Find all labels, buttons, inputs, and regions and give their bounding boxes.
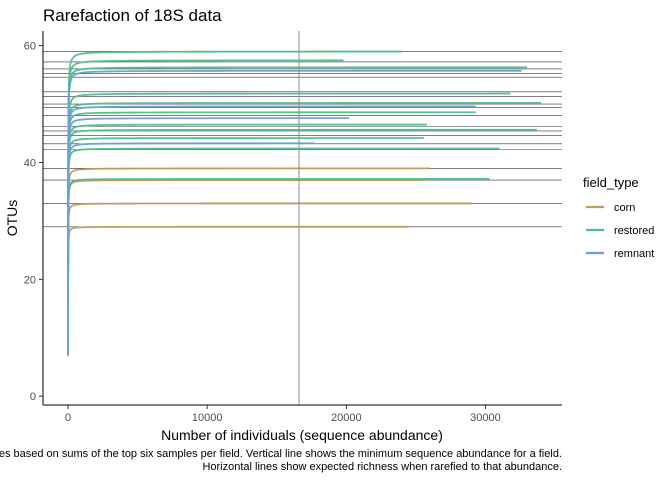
caption-line-1: Curves based on sums of the top six samp…: [0, 448, 562, 460]
curve-restored: [67, 123, 428, 353]
curve-corn: [67, 167, 430, 354]
curve-remnant: [67, 117, 350, 352]
curve-corn: [67, 225, 409, 357]
x-tick-label: 0: [65, 412, 71, 424]
x-tick-label: 20000: [331, 412, 362, 424]
curve-restored: [67, 177, 490, 354]
curve-restored: [67, 66, 528, 351]
curve-restored: [67, 50, 402, 351]
x-axis-title: Number of individuals (sequence abundanc…: [161, 427, 443, 443]
curve-corn: [67, 202, 472, 355]
plot-area: [43, 31, 562, 405]
curve-corn: [67, 179, 426, 354]
chart-title: Rarefaction of 18S data: [43, 6, 222, 25]
curve-restored: [67, 111, 476, 352]
curve-restored: [67, 92, 511, 352]
curve-restored: [67, 137, 425, 353]
curve-restored: [67, 128, 537, 353]
y-tick-label: 40: [24, 157, 36, 169]
legend-label-restored: restored: [614, 225, 654, 237]
y-tick-label: 20: [24, 274, 36, 286]
curve-remnant: [67, 142, 315, 353]
y-tick-label: 0: [30, 391, 36, 403]
curve-restored: [67, 147, 500, 353]
legend-title: field_type: [583, 175, 639, 190]
x-tick-label: 10000: [192, 412, 223, 424]
legend-items: corn restored remnant: [586, 202, 654, 260]
curve-restored: [67, 102, 542, 352]
axis-ticks: 0 10000 20000 30000 0 20 40 60: [24, 41, 501, 424]
y-tick-label: 60: [24, 41, 36, 53]
legend: field_type corn restored remnant: [583, 175, 654, 260]
curve-restored: [67, 59, 344, 351]
curve-remnant: [67, 69, 522, 351]
x-tick-label: 30000: [470, 412, 501, 424]
caption-line-2: Horizontal lines show expected richness …: [202, 461, 562, 473]
curve-remnant: [67, 105, 476, 352]
y-axis-title: OTUs: [4, 200, 20, 237]
legend-label-corn: corn: [614, 202, 635, 214]
legend-label-remnant: remnant: [614, 248, 654, 260]
